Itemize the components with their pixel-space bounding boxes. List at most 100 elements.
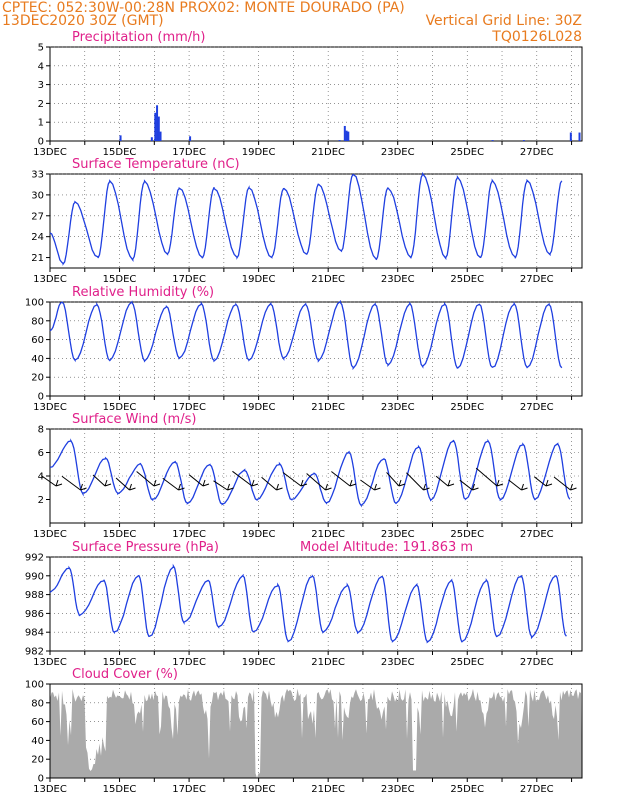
- x-tick-label: 13DEC: [33, 402, 67, 413]
- wind-arrow: [92, 474, 106, 487]
- x-tick-label: 27DEC: [520, 784, 554, 795]
- wind-arrow: [406, 472, 424, 491]
- y-tick-label: 20: [31, 755, 44, 766]
- x-tick-label: 25DEC: [450, 274, 484, 285]
- x-tick-label: 15DEC: [103, 402, 137, 413]
- x-tick-label: 13DEC: [33, 529, 67, 540]
- x-tick-label: 21DEC: [311, 402, 345, 413]
- wind-arrow: [41, 475, 57, 487]
- panel-1: 0 1 2 3 4 5 13DEC 15DEC 17DEC 19DEC 21DEC 23DEC 25DE…: [33, 30, 583, 158]
- x-tick-label: 21DEC: [311, 147, 345, 158]
- wind-arrow: [459, 479, 473, 491]
- wind-arrow: [115, 477, 130, 491]
- wind-arrowhead: [227, 483, 234, 491]
- x-tick-label: 25DEC: [450, 147, 484, 158]
- wind-arrowhead: [447, 479, 455, 487]
- panel-2: 21 24 27 30 33 13DEC 15DEC 17DEC 19DEC 21DEC 23DEC…: [31, 157, 583, 285]
- x-tick-label: 19DEC: [242, 529, 276, 540]
- wind-arrowhead: [398, 479, 406, 487]
- wind-arrow: [508, 479, 522, 491]
- cloud-area: [50, 688, 582, 778]
- precip-bar: [159, 131, 162, 141]
- wind-arrow: [386, 472, 400, 487]
- panel-6: 0 20 40 60 80 100 13DEC 15DEC 17DEC 19DEC 21DEC 23D…: [25, 667, 583, 795]
- y-tick-label: 27: [31, 211, 44, 222]
- precip-bar: [578, 132, 581, 141]
- precip-bar: [343, 125, 346, 141]
- panel-5: 982 984 986 988 990 992 13DEC 15DEC 17DEC 19DEC 21…: [25, 540, 583, 668]
- wind-arrow: [188, 474, 204, 487]
- wind-arrowhead: [178, 483, 185, 491]
- wind-arrow: [331, 471, 351, 487]
- x-tick-label: 17DEC: [172, 274, 206, 285]
- x-tick-label: 15DEC: [103, 274, 137, 285]
- x-tick-label: 25DEC: [450, 529, 484, 540]
- x-tick-label: 13DEC: [33, 657, 67, 668]
- wind-arrow: [553, 476, 571, 491]
- wind-arrow: [213, 480, 228, 491]
- y-tick-label: 40: [31, 354, 44, 365]
- series-line: [49, 299, 563, 371]
- y-tick-label: 80: [31, 316, 44, 327]
- x-tick-label: 17DEC: [172, 147, 206, 158]
- x-tick-label: 27DEC: [520, 274, 554, 285]
- x-tick-label: 19DEC: [242, 657, 276, 668]
- panel-title: Surface Temperature (nC): [72, 157, 240, 172]
- wind-arrowhead: [300, 479, 308, 487]
- wind-arrow: [306, 473, 326, 491]
- x-tick-label: 15DEC: [103, 147, 137, 158]
- y-tick-label: 4: [38, 472, 44, 483]
- x-tick-label: 17DEC: [172, 529, 206, 540]
- x-tick-label: 15DEC: [103, 784, 137, 795]
- wind-arrowhead: [325, 483, 332, 491]
- x-tick-label: 19DEC: [242, 147, 276, 158]
- x-tick-label: 23DEC: [381, 529, 415, 540]
- precip-bar: [522, 140, 525, 141]
- wind-arrow: [232, 470, 253, 487]
- wind-arrow: [282, 472, 302, 487]
- y-tick-label: 984: [25, 628, 44, 639]
- y-tick-label: 2: [38, 495, 44, 506]
- x-tick-label: 19DEC: [242, 274, 276, 285]
- x-tick-label: 17DEC: [172, 657, 206, 668]
- y-tick-label: 33: [31, 170, 44, 181]
- wind-arrowhead: [349, 479, 357, 487]
- panel-title: Cloud Cover (%): [72, 667, 178, 682]
- wind-arrow: [61, 475, 81, 491]
- x-tick-label: 19DEC: [242, 402, 276, 413]
- precip-bar: [189, 136, 192, 141]
- panel-title: Precipitation (mm/h): [72, 30, 205, 45]
- panel-frame: [49, 173, 583, 269]
- precip-bar: [347, 131, 350, 141]
- precip-bar: [338, 140, 341, 141]
- y-tick-label: 1: [38, 118, 44, 129]
- wind-arrow: [360, 479, 375, 491]
- panel-annotation: Model Altitude: 191.863 m: [300, 540, 473, 555]
- y-tick-label: 8: [38, 425, 44, 436]
- y-tick-label: 988: [25, 590, 44, 601]
- x-tick-label: 25DEC: [450, 784, 484, 795]
- wind-arrowhead: [153, 479, 161, 487]
- panels: 0 1 2 3 4 5 13DEC 15DEC 17DEC 19DEC 21DEC 23DEC 25DE…: [25, 30, 583, 795]
- y-tick-label: 80: [31, 698, 44, 709]
- wind-arrowhead: [202, 479, 210, 487]
- precip-bar: [345, 130, 348, 141]
- series-line: [49, 438, 571, 508]
- wind-arrowhead: [545, 479, 553, 487]
- y-tick-label: 24: [31, 232, 44, 243]
- x-tick-label: 23DEC: [381, 147, 415, 158]
- y-tick-label: 3: [38, 80, 44, 91]
- y-tick-label: 992: [25, 553, 44, 564]
- x-tick-label: 19DEC: [242, 784, 276, 795]
- wind-arrow: [435, 475, 449, 487]
- y-tick-label: 21: [31, 253, 44, 264]
- x-tick-label: 27DEC: [520, 657, 554, 668]
- wind-arrowhead: [423, 483, 430, 491]
- wind-arrowhead: [55, 479, 63, 487]
- y-tick-label: 60: [31, 335, 44, 346]
- x-tick-label: 13DEC: [33, 274, 67, 285]
- x-tick-label: 23DEC: [381, 657, 415, 668]
- wind-arrowhead: [276, 483, 283, 491]
- x-tick-label: 21DEC: [311, 657, 345, 668]
